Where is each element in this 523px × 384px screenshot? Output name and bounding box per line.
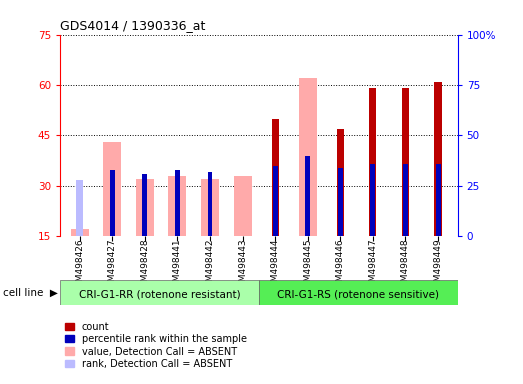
Bar (435, 82, 441, 236)
Bar (299, 78, 317, 236)
Text: GSM498445: GSM498445 (303, 238, 312, 293)
Text: GSM498446: GSM498446 (336, 238, 345, 293)
Text: GSM498442: GSM498442 (206, 238, 214, 293)
Text: CRI-G1-RS (rotenone sensitive): CRI-G1-RS (rotenone sensitive) (277, 289, 439, 299)
Bar (436, 164, 440, 236)
Bar (305, 156, 310, 236)
FancyBboxPatch shape (259, 280, 458, 305)
Text: GSM498449: GSM498449 (434, 238, 442, 293)
Text: GSM498448: GSM498448 (401, 238, 410, 293)
Bar (271, 119, 279, 236)
Bar (402, 88, 409, 236)
Bar (370, 164, 376, 236)
Text: GSM498427: GSM498427 (108, 238, 117, 293)
Text: GSM498441: GSM498441 (173, 238, 182, 293)
Text: cell line  ▶: cell line ▶ (3, 288, 58, 298)
Bar (369, 88, 377, 236)
Bar (338, 168, 343, 236)
Bar (175, 170, 180, 236)
Text: GDS4014 / 1390336_at: GDS4014 / 1390336_at (60, 19, 206, 32)
Bar (76, 180, 83, 236)
Bar (76, 230, 83, 236)
Bar (110, 170, 115, 236)
Bar (234, 176, 252, 236)
Bar (337, 129, 344, 236)
Bar (201, 179, 219, 236)
Bar (136, 179, 154, 236)
Bar (208, 172, 212, 236)
FancyBboxPatch shape (60, 280, 259, 305)
Text: GSM498443: GSM498443 (238, 238, 247, 293)
Bar (168, 176, 186, 236)
Text: CRI-G1-RR (rotenone resistant): CRI-G1-RR (rotenone resistant) (78, 289, 241, 299)
Bar (272, 166, 278, 236)
Text: GSM498447: GSM498447 (368, 238, 378, 293)
Bar (403, 164, 408, 236)
Bar (104, 142, 121, 236)
Bar (71, 230, 89, 236)
Text: GSM498428: GSM498428 (140, 238, 150, 293)
Legend: count, percentile rank within the sample, value, Detection Call = ABSENT, rank, : count, percentile rank within the sample… (65, 322, 246, 369)
Bar (142, 174, 147, 236)
Text: GSM498444: GSM498444 (271, 238, 280, 293)
Text: GSM498426: GSM498426 (75, 238, 84, 293)
